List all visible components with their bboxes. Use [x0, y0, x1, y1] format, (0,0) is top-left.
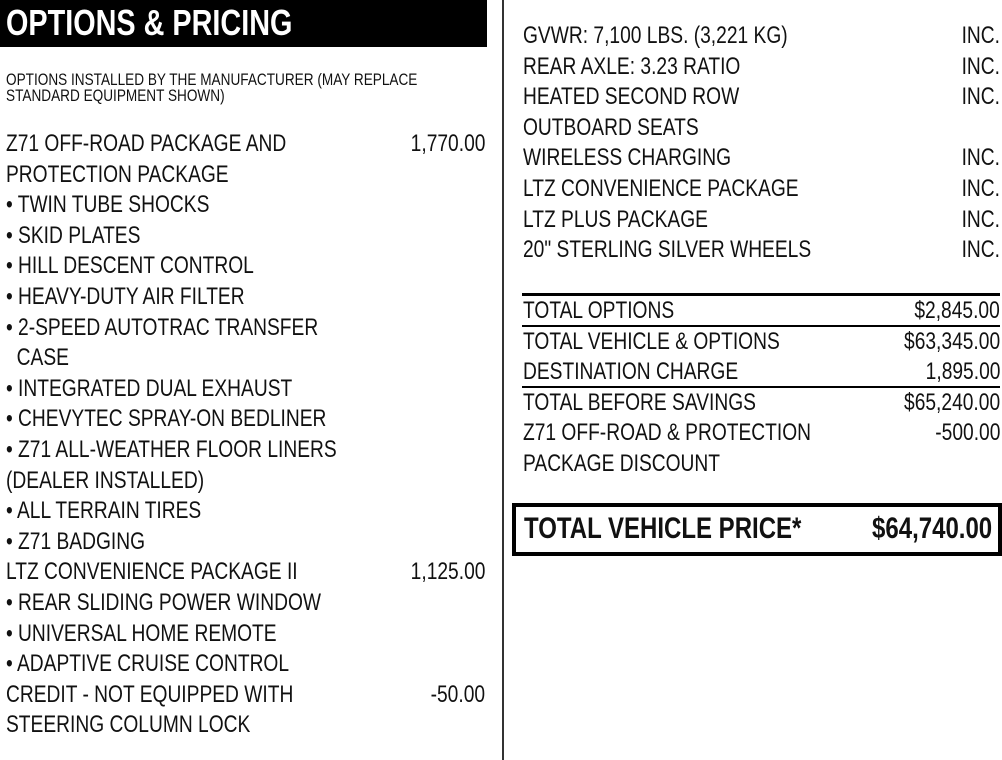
item-label: • Z71 BADGING	[6, 527, 146, 555]
option-row: • HEAVY-DUTY AIR FILTER	[6, 282, 485, 312]
total-row: TOTAL VEHICLE & OPTIONS $63,345.00	[523, 327, 1000, 357]
item-price: INC.	[961, 175, 1000, 202]
option-row: (DEALER INSTALLED)	[6, 466, 485, 496]
item-label: • ADAPTIVE CRUISE CONTROL	[6, 650, 290, 678]
item-price: $2,845.00	[914, 297, 1000, 324]
total-row: PACKAGE DISCOUNT	[523, 449, 1000, 479]
item-label: TOTAL VEHICLE & OPTIONS	[523, 327, 780, 355]
option-row: WIRELESS CHARGING INC.	[523, 143, 1000, 173]
item-label: • SKID PLATES	[6, 221, 141, 249]
item-label: HEATED SECOND ROW	[523, 83, 740, 111]
option-row: • SKID PLATES	[6, 221, 485, 251]
item-price: -50.00	[430, 680, 485, 708]
item-label: CASE	[6, 344, 69, 372]
total-row: DESTINATION CHARGE 1,895.00	[523, 357, 1000, 387]
item-label: • CHEVYTEC SPRAY-ON BEDLINER	[6, 405, 327, 433]
option-row: • ADAPTIVE CRUISE CONTROL	[6, 649, 485, 679]
item-price: $65,240.00	[903, 388, 1000, 416]
item-label: GVWR: 7,100 LBS. (3,221 KG)	[523, 22, 788, 49]
option-row: 20" STERLING SILVER WHEELS INC.	[523, 235, 1000, 265]
option-row: • TWIN TUBE SHOCKS	[6, 190, 485, 220]
item-price: INC.	[961, 22, 1000, 49]
totals-top-rule	[522, 293, 1000, 296]
item-price: 1,895.00	[925, 358, 1000, 386]
item-label: • 2-SPEED AUTOTRAC TRANSFER	[6, 313, 319, 341]
option-row: • HILL DESCENT CONTROL	[6, 251, 485, 281]
item-price: 1,770.00	[410, 130, 485, 157]
item-label: PROTECTION PACKAGE	[6, 160, 229, 188]
item-price: INC.	[961, 205, 1000, 233]
item-label: OUTBOARD SEATS	[523, 113, 699, 141]
item-label: REAR AXLE: 3.23 RATIO	[523, 52, 741, 80]
option-row: LTZ CONVENIENCE PACKAGE II 1,125.00	[6, 557, 485, 587]
item-label: • HILL DESCENT CONTROL	[6, 252, 254, 280]
item-label: • UNIVERSAL HOME REMOTE	[6, 619, 277, 647]
item-price: INC.	[961, 236, 1000, 264]
totals-rule	[522, 325, 1000, 327]
total-row: Z71 OFF-ROAD & PROTECTION -500.00	[523, 418, 1000, 448]
total-vehicle-price-label: TOTAL VEHICLE PRICE*	[524, 512, 802, 545]
item-label: CREDIT - NOT EQUIPPED WITH	[6, 680, 294, 708]
option-row: OUTBOARD SEATS	[523, 113, 1000, 143]
item-label: WIRELESS CHARGING	[523, 144, 732, 172]
item-label: TOTAL OPTIONS	[523, 297, 675, 324]
option-row: LTZ PLUS PACKAGE INC.	[523, 205, 1000, 235]
column-divider	[502, 0, 504, 760]
total-row: TOTAL BEFORE SAVINGS $65,240.00	[523, 388, 1000, 418]
item-price: INC.	[961, 144, 1000, 172]
option-row: • ALL TERRAIN TIRES	[6, 496, 485, 526]
option-row: • INTEGRATED DUAL EXHAUST	[6, 374, 485, 404]
item-label: Z71 OFF-ROAD & PROTECTION	[523, 419, 812, 447]
option-row: PROTECTION PACKAGE	[6, 160, 485, 190]
option-row: • 2-SPEED AUTOTRAC TRANSFER	[6, 313, 485, 343]
item-price: $63,345.00	[903, 327, 1000, 355]
option-row: GVWR: 7,100 LBS. (3,221 KG) INC.	[523, 21, 1000, 51]
item-label: LTZ CONVENIENCE PACKAGE II	[6, 558, 298, 586]
section-header: OPTIONS & PRICING	[0, 0, 487, 47]
item-label: Z71 OFF-ROAD PACKAGE AND	[6, 130, 287, 157]
subtitle-line-1: OPTIONS INSTALLED BY THE MANUFACTURER (M…	[6, 70, 418, 89]
option-row: LTZ CONVENIENCE PACKAGE INC.	[523, 174, 1000, 204]
option-row: CASE	[6, 343, 485, 373]
option-row: • UNIVERSAL HOME REMOTE	[6, 619, 485, 649]
item-price: INC.	[961, 52, 1000, 80]
item-label: STEERING COLUMN LOCK	[6, 711, 251, 739]
total-row: TOTAL OPTIONS $2,845.00	[523, 296, 1000, 326]
total-vehicle-price-box: TOTAL VEHICLE PRICE* $64,740.00	[512, 503, 1002, 556]
item-label: (DEALER INSTALLED)	[6, 466, 205, 494]
option-row: • CHEVYTEC SPRAY-ON BEDLINER	[6, 404, 485, 434]
option-row: STEERING COLUMN LOCK	[6, 710, 485, 740]
option-row: • Z71 ALL-WEATHER FLOOR LINERS	[6, 435, 485, 465]
subtitle-line-2: STANDARD EQUIPMENT SHOWN)	[6, 86, 225, 105]
item-label: PACKAGE DISCOUNT	[523, 450, 721, 477]
option-row: Z71 OFF-ROAD PACKAGE AND 1,770.00	[6, 129, 485, 159]
item-label: LTZ CONVENIENCE PACKAGE	[523, 175, 799, 202]
section-title: OPTIONS & PRICING	[6, 2, 293, 43]
option-row: HEATED SECOND ROW INC.	[523, 82, 1000, 112]
item-label: • TWIN TUBE SHOCKS	[6, 191, 210, 219]
item-price: INC.	[961, 83, 1000, 111]
item-label: 20" STERLING SILVER WHEELS	[523, 236, 812, 264]
item-label: • Z71 ALL-WEATHER FLOOR LINERS	[6, 436, 337, 463]
option-row: • Z71 BADGING	[6, 527, 485, 557]
totals-rule	[522, 386, 1000, 388]
item-label: • HEAVY-DUTY AIR FILTER	[6, 283, 245, 310]
item-label: LTZ PLUS PACKAGE	[523, 205, 708, 233]
item-label: DESTINATION CHARGE	[523, 358, 739, 386]
option-row: REAR AXLE: 3.23 RATIO INC.	[523, 52, 1000, 82]
item-label: • REAR SLIDING POWER WINDOW	[6, 589, 321, 616]
option-row: • REAR SLIDING POWER WINDOW	[6, 588, 485, 618]
option-row: CREDIT - NOT EQUIPPED WITH -50.00	[6, 680, 485, 710]
item-label: • ALL TERRAIN TIRES	[6, 497, 202, 525]
item-price: 1,125.00	[410, 558, 485, 586]
item-label: • INTEGRATED DUAL EXHAUST	[6, 374, 293, 402]
item-price: -500.00	[934, 419, 1000, 447]
total-vehicle-price-value: $64,740.00	[871, 512, 992, 545]
item-label: TOTAL BEFORE SAVINGS	[523, 388, 756, 416]
